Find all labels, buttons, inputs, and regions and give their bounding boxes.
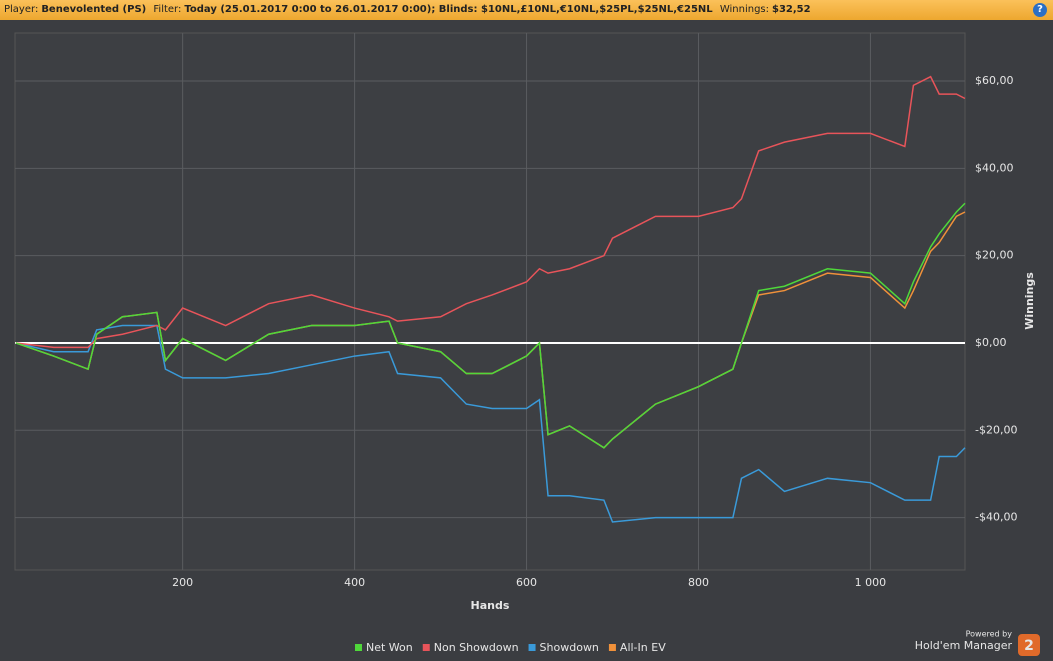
legend-label: Showdown bbox=[540, 641, 599, 654]
x-tick-label: 200 bbox=[172, 576, 193, 589]
winnings-label: Winnings: bbox=[719, 4, 769, 15]
help-button[interactable]: ? bbox=[1033, 3, 1047, 17]
x-tick-label: 1 000 bbox=[855, 576, 887, 589]
series-line bbox=[15, 202, 966, 449]
chart: Hands Winnings Powered by Hold'em Manage… bbox=[14, 32, 1040, 656]
player-label: Player: bbox=[4, 4, 39, 15]
filter: Today (25.01.2017 0:00 to 26.01.2017 0:0… bbox=[184, 4, 713, 15]
player: Benevolented (PS) bbox=[41, 4, 147, 15]
legend-swatch bbox=[422, 644, 430, 651]
legend-swatch bbox=[528, 644, 536, 651]
y-tick-label: $0,00 bbox=[975, 336, 1007, 349]
y-tick-label: $60,00 bbox=[975, 74, 1014, 87]
legend-label: Non Showdown bbox=[434, 641, 519, 654]
series-line bbox=[15, 324, 966, 523]
y-axis-label: Winnings bbox=[1023, 272, 1036, 330]
x-tick-label: 400 bbox=[344, 576, 365, 589]
series-line bbox=[15, 75, 966, 349]
y-tick-label: $20,00 bbox=[975, 249, 1014, 262]
plot-area bbox=[14, 32, 966, 571]
y-tick-label: -$40,00 bbox=[975, 511, 1017, 524]
winnings: $32,52 bbox=[772, 4, 811, 15]
x-tick-label: 800 bbox=[688, 576, 709, 589]
legend-swatch bbox=[608, 644, 616, 651]
header-bar: Player: Benevolented (PS) Filter: Today (2… bbox=[0, 0, 1053, 20]
x-tick-label: 600 bbox=[516, 576, 537, 589]
logo-version: 2 bbox=[1024, 638, 1034, 654]
filter-label: Filter: bbox=[153, 4, 182, 15]
y-tick-label: -$20,00 bbox=[975, 423, 1017, 436]
y-tick-label: $40,00 bbox=[975, 161, 1014, 174]
logo bbox=[1018, 634, 1040, 656]
x-axis-label: Hands bbox=[471, 599, 510, 612]
legend-label: All-In EV bbox=[620, 641, 666, 654]
legend-label: Net Won bbox=[366, 641, 413, 654]
powered-by: Powered by bbox=[966, 630, 1013, 639]
product-name: Hold'em Manager bbox=[915, 639, 1013, 652]
legend-swatch bbox=[355, 644, 362, 651]
